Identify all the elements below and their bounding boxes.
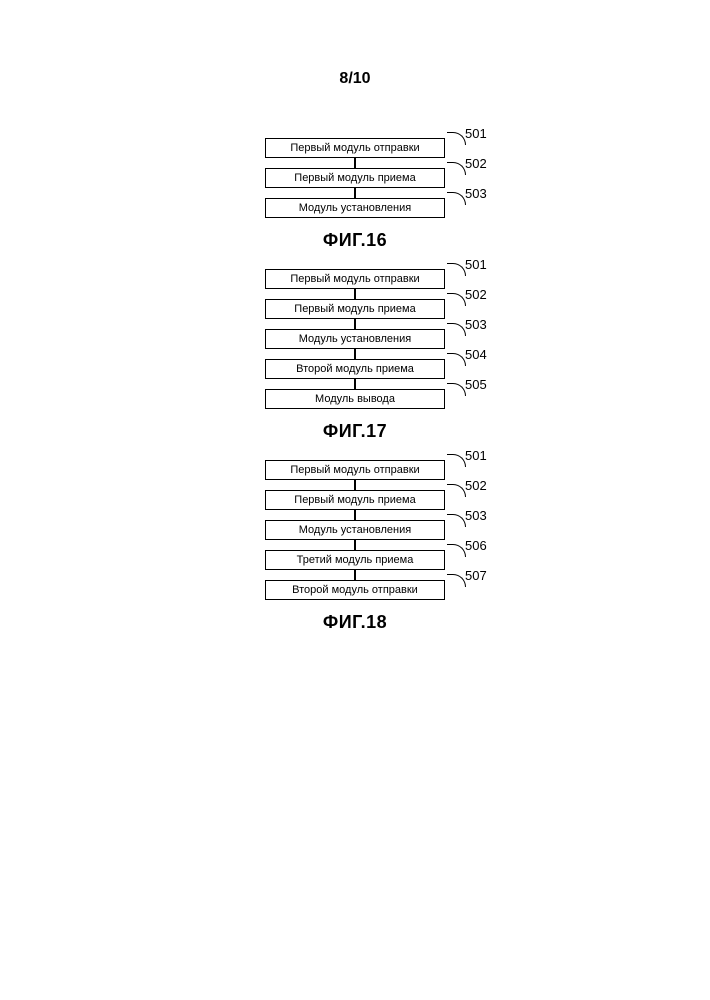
connector [354, 188, 356, 198]
module-box: Модуль вывода [265, 389, 445, 409]
node-row: Модуль установления 503 [265, 329, 445, 349]
ref-number: 501 [465, 126, 487, 141]
node-row: Первый модуль приема 502 [265, 299, 445, 319]
ref-number: 501 [465, 257, 487, 272]
module-label: Модуль установления [299, 524, 411, 536]
module-label: Первый модуль приема [294, 303, 415, 315]
connector [354, 349, 356, 359]
connector [354, 319, 356, 329]
figure-caption: ФИГ.18 [323, 612, 387, 633]
connector [354, 570, 356, 580]
ref-number: 503 [465, 186, 487, 201]
page-number: 8/10 [0, 70, 710, 88]
connector [354, 289, 356, 299]
node-row: Первый модуль приема 502 [265, 490, 445, 510]
node-row: Первый модуль отправки 501 [265, 269, 445, 289]
page: 8/10 Первый модуль отправки 501 Первый м… [0, 0, 710, 1000]
figure-17: Первый модуль отправки 501 Первый модуль… [265, 269, 445, 450]
node-row: Первый модуль отправки 501 [265, 138, 445, 158]
ref-number: 502 [465, 156, 487, 171]
module-box: Первый модуль отправки [265, 269, 445, 289]
ref-number: 502 [465, 287, 487, 302]
ref-number: 502 [465, 478, 487, 493]
module-box: Второй модуль отправки [265, 580, 445, 600]
connector [354, 158, 356, 168]
module-box: Первый модуль приема [265, 490, 445, 510]
module-label: Первый модуль приема [294, 494, 415, 506]
connector [354, 480, 356, 490]
figure-16: Первый модуль отправки 501 Первый модуль… [265, 138, 445, 259]
module-box: Первый модуль отправки [265, 460, 445, 480]
module-box: Первый модуль приема [265, 168, 445, 188]
figure-caption: ФИГ.17 [323, 421, 387, 442]
module-label: Первый модуль отправки [290, 142, 419, 154]
module-label: Первый модуль отправки [290, 273, 419, 285]
module-box: Модуль установления [265, 520, 445, 540]
ref-number: 501 [465, 448, 487, 463]
node-row: Модуль установления 503 [265, 520, 445, 540]
node-row: Модуль установления 503 [265, 198, 445, 218]
node-row: Второй модуль отправки 507 [265, 580, 445, 600]
ref-number: 504 [465, 347, 487, 362]
module-box: Второй модуль приема [265, 359, 445, 379]
connector [354, 379, 356, 389]
module-label: Модуль вывода [315, 393, 395, 405]
module-label: Модуль установления [299, 333, 411, 345]
module-box: Модуль установления [265, 198, 445, 218]
figure-18: Первый модуль отправки 501 Первый модуль… [265, 460, 445, 641]
connector [354, 510, 356, 520]
node-row: Первый модуль приема 502 [265, 168, 445, 188]
ref-number: 506 [465, 538, 487, 553]
node-row: Первый модуль отправки 501 [265, 460, 445, 480]
figure-caption: ФИГ.16 [323, 230, 387, 251]
module-label: Второй модуль приема [296, 363, 414, 375]
node-row: Второй модуль приема 504 [265, 359, 445, 379]
node-row: Модуль вывода 505 [265, 389, 445, 409]
module-box: Первый модуль приема [265, 299, 445, 319]
module-label: Второй модуль отправки [292, 584, 418, 596]
ref-number: 503 [465, 317, 487, 332]
ref-number: 505 [465, 377, 487, 392]
connector [354, 540, 356, 550]
node-row: Третий модуль приема 506 [265, 550, 445, 570]
ref-number: 507 [465, 568, 487, 583]
diagram-stack: Первый модуль отправки 501 Первый модуль… [0, 138, 710, 651]
module-label: Первый модуль отправки [290, 464, 419, 476]
module-label: Третий модуль приема [297, 554, 414, 566]
module-box: Модуль установления [265, 329, 445, 349]
module-box: Первый модуль отправки [265, 138, 445, 158]
module-box: Третий модуль приема [265, 550, 445, 570]
module-label: Модуль установления [299, 202, 411, 214]
ref-number: 503 [465, 508, 487, 523]
module-label: Первый модуль приема [294, 172, 415, 184]
